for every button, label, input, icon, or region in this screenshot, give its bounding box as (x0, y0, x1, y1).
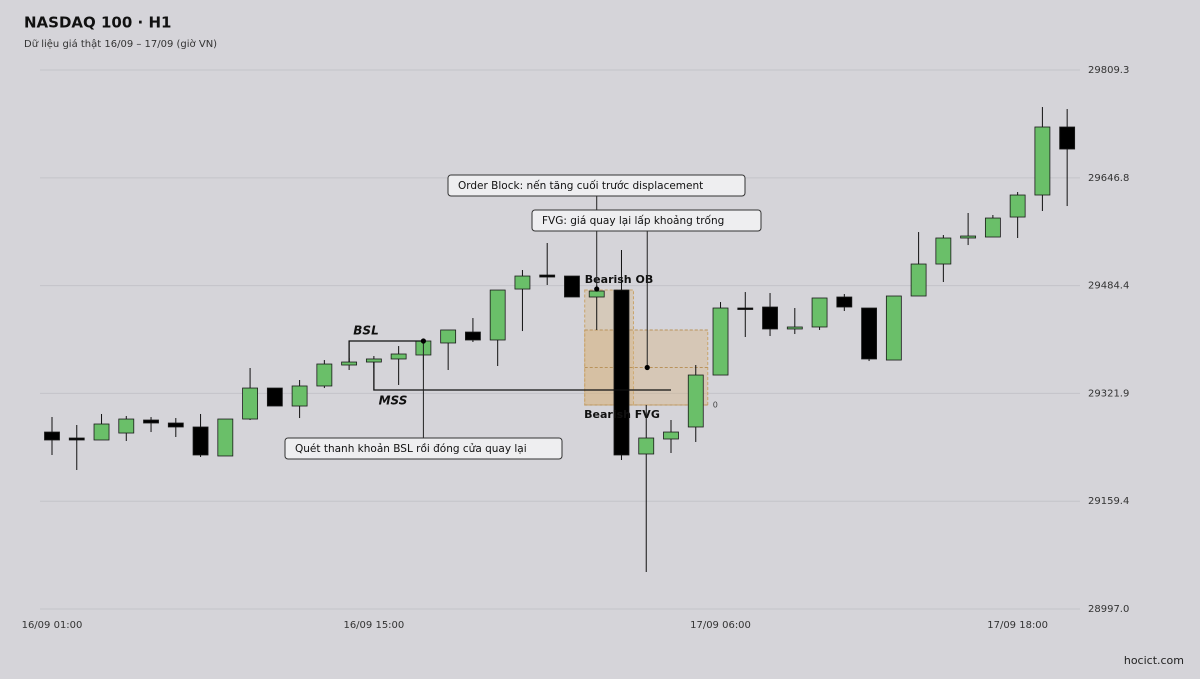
candle-body (44, 431, 60, 441)
candle-body (1034, 126, 1051, 196)
candle-body (687, 374, 704, 428)
candle-body (93, 423, 110, 441)
candle-body (539, 274, 556, 278)
candle-body (266, 387, 283, 407)
x-tick-label: 17/09 06:00 (690, 620, 751, 631)
callout-dot (644, 364, 650, 371)
candle-body (638, 437, 655, 455)
chart-subtitle: Dữ liệu giá thật 16/09 – 17/09 (giờ VN) (24, 38, 217, 50)
candle-body (1009, 194, 1026, 218)
candle-body (291, 385, 308, 407)
candle-body (390, 353, 407, 360)
candle-body (811, 297, 828, 328)
candle-body (192, 426, 209, 456)
candle-body (514, 275, 531, 290)
candle-body (885, 295, 902, 361)
candle-body (588, 290, 605, 298)
callout-box (531, 209, 762, 232)
y-tick-label: 29321.9 (1088, 388, 1129, 399)
candle-body (465, 331, 481, 341)
x-tick-label: 16/09 01:00 (22, 620, 83, 631)
candle-body (365, 358, 382, 363)
y-tick-label: 29484.4 (1088, 281, 1129, 292)
candle-body (341, 361, 358, 366)
candle-body (836, 296, 853, 308)
candle-body (440, 329, 457, 344)
y-tick-label: 29809.3 (1088, 65, 1129, 76)
candle-body (564, 275, 580, 298)
candle-body (663, 431, 679, 440)
candle-body (910, 263, 927, 297)
y-tick-label: 29159.4 (1088, 496, 1129, 507)
candle-body (712, 307, 729, 376)
candle-body (861, 307, 877, 360)
zone-level-label: 0 (713, 401, 718, 410)
candle-body (242, 387, 258, 420)
callout-dot (594, 286, 600, 292)
candle-body (217, 418, 234, 457)
x-tick-label: 17/09 18:00 (987, 620, 1048, 631)
bsl-label: BSL (353, 323, 378, 337)
candle-body (786, 326, 803, 330)
mss-label: MSS (379, 394, 408, 408)
mss-line (373, 362, 671, 391)
candle-body (984, 217, 1001, 238)
y-tick-label: 29646.8 (1088, 173, 1129, 184)
candle-body (118, 418, 135, 434)
candle-body (613, 289, 630, 456)
callout-box (447, 174, 746, 197)
zone-label: Bearish OB (585, 273, 653, 286)
y-tick-label: 28997.0 (1088, 604, 1129, 615)
candle-body (489, 289, 506, 341)
source: hocict.com (1124, 654, 1184, 667)
callout-text: FVG: giá quay lại lấp khoảng trống (542, 215, 724, 227)
candle-body (167, 422, 184, 428)
zone-label: Bearish FVG (584, 408, 660, 421)
callout-dot (420, 338, 426, 344)
candle-body (143, 419, 159, 424)
candle-body (960, 235, 977, 239)
callout-text: Order Block: nến tăng cuối trước displac… (458, 180, 703, 192)
candle-body (935, 237, 952, 265)
x-tick-label: 16/09 15:00 (343, 620, 404, 631)
candle-body (762, 306, 778, 330)
candle-body (68, 437, 85, 441)
chart-title: NASDAQ 100 · H1 (24, 14, 171, 32)
candle-body (737, 307, 754, 310)
callout-box (284, 437, 563, 460)
candle-body (316, 363, 333, 387)
bsl-line (348, 340, 424, 363)
candle-body (1059, 126, 1076, 150)
callout-text: Quét thanh khoản BSL rồi đóng cửa quay l… (295, 443, 527, 455)
